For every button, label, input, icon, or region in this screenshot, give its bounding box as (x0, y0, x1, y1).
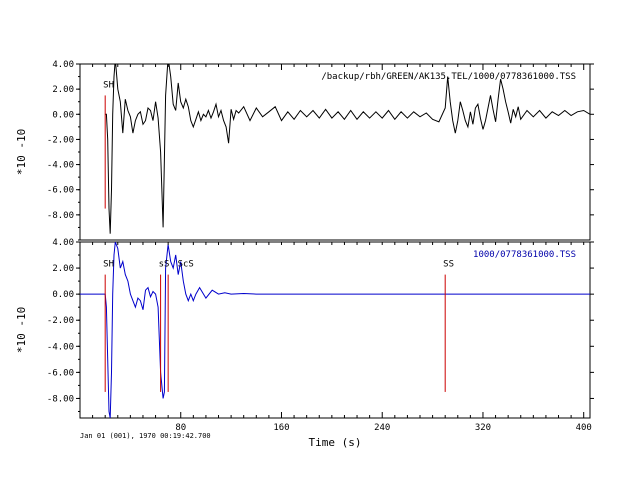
y-tick-label: -2.00 (47, 316, 74, 326)
y-tick-label: -6.00 (47, 186, 74, 196)
x-tick-label: 240 (374, 423, 390, 433)
phase-label: ScS (178, 260, 194, 270)
y-tick-label: 2.00 (52, 85, 74, 95)
x-tick-label: 160 (273, 423, 289, 433)
y-tick-label: 2.00 (52, 264, 74, 274)
y-tick-label: -4.00 (47, 161, 74, 171)
y-tick-label: -6.00 (47, 368, 74, 378)
x-axis-title: Time (s) (309, 436, 362, 449)
file-label: /backup/rbh/GREEN/AK135.TEL/1000/0778361… (321, 72, 576, 82)
y-tick-label: -8.00 (47, 211, 74, 221)
panel-frame (79, 63, 591, 241)
phase-label: SS (443, 260, 454, 270)
panel-frame (79, 241, 591, 419)
phase-label: sS (159, 260, 170, 270)
file-label: 1000/0778361000.TSS (473, 250, 576, 260)
y-tick-label: -4.00 (47, 342, 74, 352)
footer-datetime: Jan 01 (001), 1970 00:19:42.700 (80, 432, 211, 440)
bottom-panel: 4.00 2.00 0.00 -2.00 -4.00 -6.00 -8.00 *10 -10 1… (15, 238, 594, 419)
y-tick-label: 0.00 (52, 290, 74, 300)
x-axis: 80 160 240 320 400 (79, 64, 592, 433)
y-tick-label: 0.00 (52, 110, 74, 120)
y-tick-label: -2.00 (47, 135, 74, 145)
y-tick-label: 4.00 (52, 238, 74, 248)
seismogram-trace (105, 64, 590, 234)
x-tick-label: 400 (576, 423, 592, 433)
y-axis-title: *10 -10 (15, 129, 28, 175)
y-axis-title: *10 -10 (15, 307, 28, 353)
phase-label: SH (103, 80, 114, 90)
y-tick-label: 4.00 (52, 60, 74, 70)
x-tick-label: 80 (175, 423, 186, 433)
phase-label: SH (103, 260, 114, 270)
top-panel: 4.00 2.00 0.00 -2.00 -4.00 -6.00 -8.00 *10 -10 /… (15, 60, 594, 241)
seismogram-trace (80, 242, 590, 418)
y-tick-label: -8.00 (47, 394, 74, 404)
x-tick-label: 320 (475, 423, 491, 433)
